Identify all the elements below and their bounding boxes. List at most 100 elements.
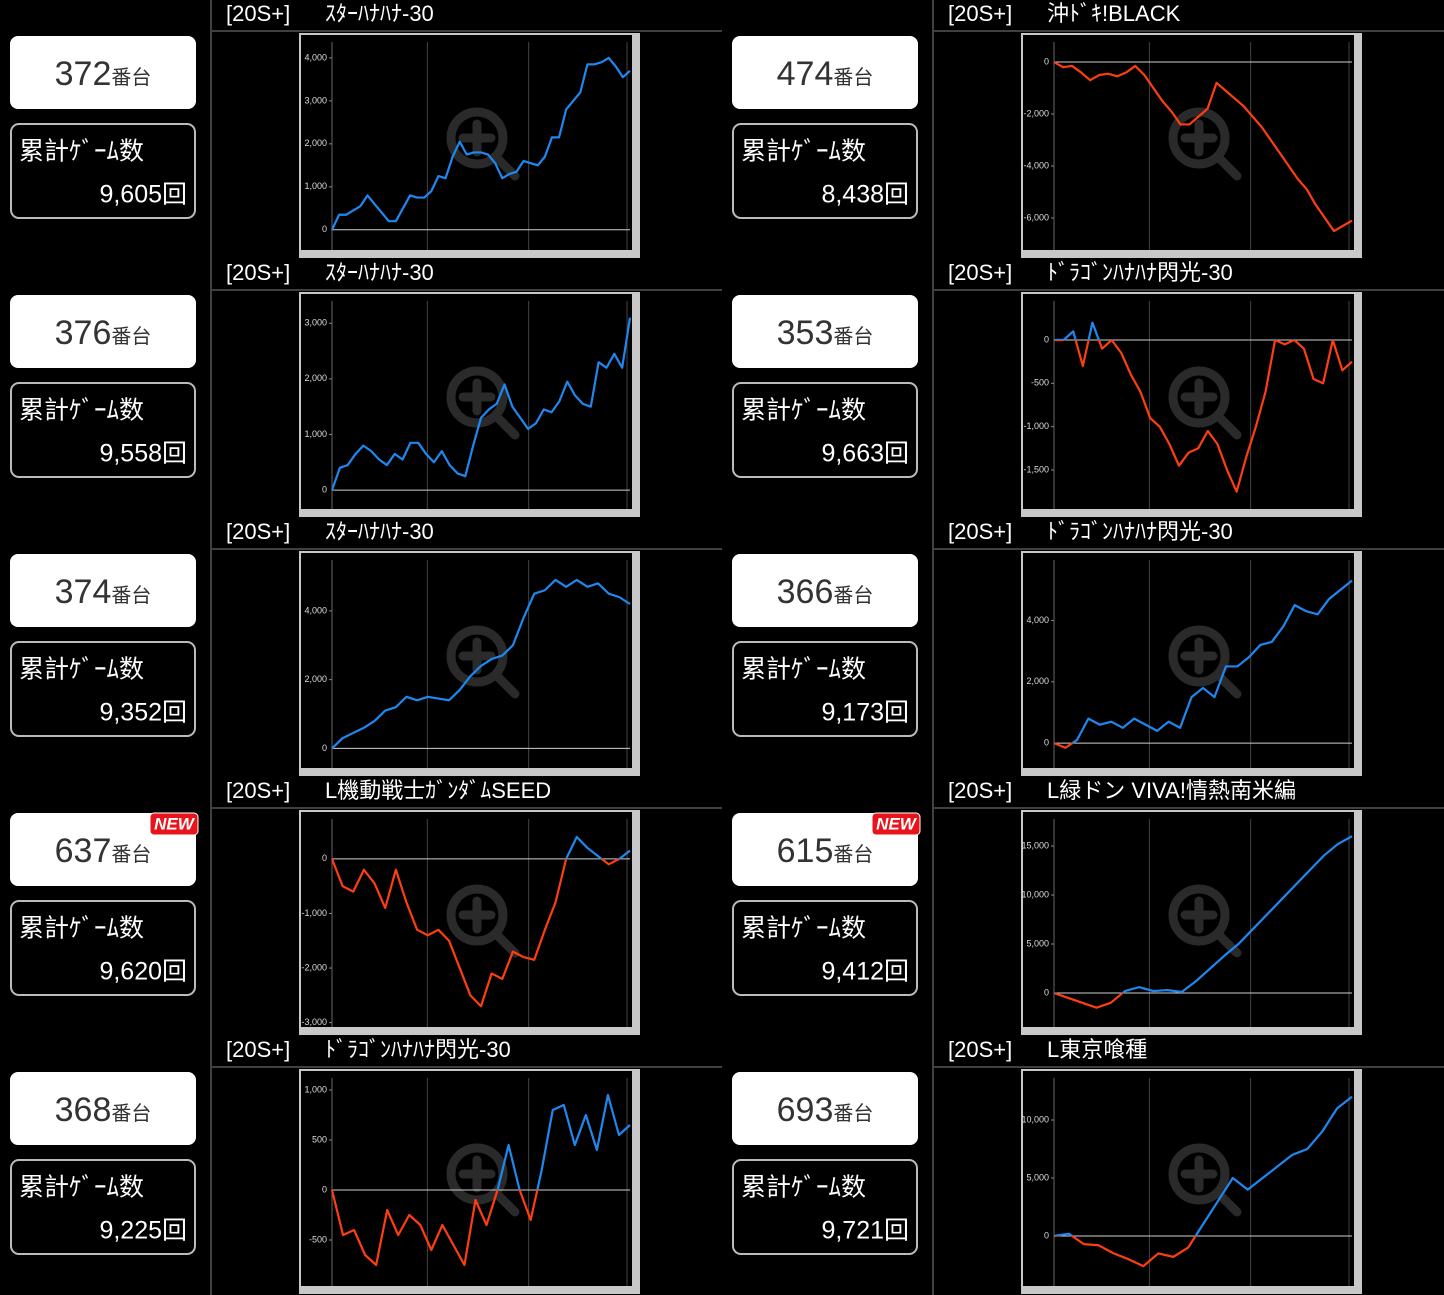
zoom-watermark [1168,884,1230,946]
machine-number-card[interactable] [732,295,918,368]
number-unit: 番台 [833,584,873,607]
machine-number[interactable]: 368番台 [55,1091,152,1129]
y-tick-label: 2,000 [304,373,327,383]
zoom-watermark [1168,1143,1230,1205]
y-tick-label: 1,000 [304,1084,327,1094]
number: 376 [55,314,112,352]
games-card [732,1159,918,1255]
machine-number-card[interactable] [10,36,196,109]
number: 353 [777,314,834,352]
y-tick-label: -1,000 [301,908,327,918]
y-tick-label: 3,000 [304,95,327,105]
machine-tag: [20S+] [948,519,1012,544]
y-tick-label: 5,000 [1026,938,1049,948]
new-badge [871,812,921,836]
zoom-watermark [1180,896,1242,958]
y-tick-label: 0 [322,743,327,753]
games-value: 8,438回 [821,181,909,209]
profit-line [1053,835,1353,1009]
y-tick-label: -1,000 [1023,421,1049,431]
y-tick-label: 4,000 [1026,615,1049,625]
zoom-watermark [1180,119,1242,181]
profit-line [1053,579,1353,749]
number-unit: 番台 [833,325,873,348]
y-tick-label: 0 [1044,56,1049,66]
machine-name: ﾄﾞﾗｺﾞﾝﾊﾅﾊﾅ閃光-30 [1047,519,1233,544]
games-value: 9,352回 [99,699,187,727]
machine-tag: [20S+] [226,260,290,285]
number-unit: 番台 [833,843,873,866]
machine-tag: [20S+] [226,1037,290,1062]
zoom-watermark [1168,625,1230,687]
y-tick-label: -500 [1031,378,1049,388]
machine-tag: [20S+] [948,260,1012,285]
number: 374 [55,573,112,611]
y-tick-label: 15,000 [1021,840,1049,850]
profit-line [1053,1095,1353,1268]
zoom-watermark [458,896,520,958]
machine-name: ｽﾀｰﾊﾅﾊﾅ-30 [325,519,434,544]
games-value: 9,721回 [821,1217,909,1245]
games-label: 累計ｹﾞｰﾑ数 [19,656,144,684]
games-card [732,382,918,478]
zoom-watermark [458,378,520,440]
machine-name: L東京喰種 [1047,1037,1147,1062]
machine-number[interactable]: 474番台 [777,55,874,93]
machine-number[interactable]: 372番台 [55,55,152,93]
machine-number-card[interactable] [10,1072,196,1145]
machine-number[interactable]: 374番台 [55,573,152,611]
machine-number[interactable]: 693番台 [777,1091,874,1129]
y-tick-label: -500 [309,1234,327,1244]
machine-number-card[interactable] [10,295,196,368]
games-value: 9,663回 [821,440,909,468]
machine-number[interactable]: 615番台 [777,832,874,870]
y-tick-label: 10,000 [1021,889,1049,899]
machine-tag: [20S+] [226,778,290,803]
profit-line [330,835,631,1008]
machine-number[interactable]: 353番台 [777,314,874,352]
new-badge-text: NEW [154,814,196,833]
machine-name: ﾄﾞﾗｺﾞﾝﾊﾅﾊﾅ閃光-30 [325,1037,511,1062]
machine-name: ﾄﾞﾗｺﾞﾝﾊﾅﾊﾅ閃光-30 [1047,260,1233,285]
y-tick-label: 1,000 [304,429,327,439]
games-value: 9,225回 [99,1217,187,1245]
profit-line [331,56,631,231]
number: 372 [55,55,112,93]
zoom-watermark [458,1155,520,1217]
machine-number-card[interactable] [732,1072,918,1145]
y-tick-label: 0 [1044,987,1049,997]
machine-number[interactable]: 376番台 [55,314,152,352]
games-card [10,900,196,996]
machine-number-card[interactable] [732,813,918,886]
machine-number-card[interactable] [10,813,196,886]
machine-number-card[interactable] [732,554,918,627]
number: 615 [777,832,834,870]
number-unit: 番台 [111,66,151,89]
machine-number[interactable]: 637番台 [55,832,152,870]
y-tick-label: 4,000 [304,605,327,615]
zoom-watermark [458,637,520,699]
machine-number-card[interactable] [10,554,196,627]
zoom-watermark [1180,1155,1242,1217]
machine-number[interactable]: 366番台 [777,573,874,611]
y-tick-label: 4,000 [304,52,327,62]
machine-number-card[interactable] [732,36,918,109]
machine-tag: [20S+] [948,778,1012,803]
new-badge [149,812,199,836]
machine-name: ｽﾀｰﾊﾅﾊﾅ-30 [325,260,434,285]
y-tick-label: 0 [322,853,327,863]
machine-tag: [20S+] [948,1,1012,26]
y-tick-label: -6,000 [1023,212,1049,222]
games-label: 累計ｹﾞｰﾑ数 [741,915,866,943]
profit-line [1054,321,1353,493]
games-card [732,641,918,737]
y-tick-label: -4,000 [1023,160,1049,170]
machine-tag: [20S+] [226,1,290,26]
games-value: 9,558回 [99,440,187,468]
profit-line [330,1093,631,1267]
zoom-watermark [1168,366,1230,428]
profit-line [1053,61,1353,233]
y-tick-label: 10,000 [1021,1114,1049,1124]
games-card [10,123,196,219]
y-tick-label: -1,500 [1023,464,1049,474]
